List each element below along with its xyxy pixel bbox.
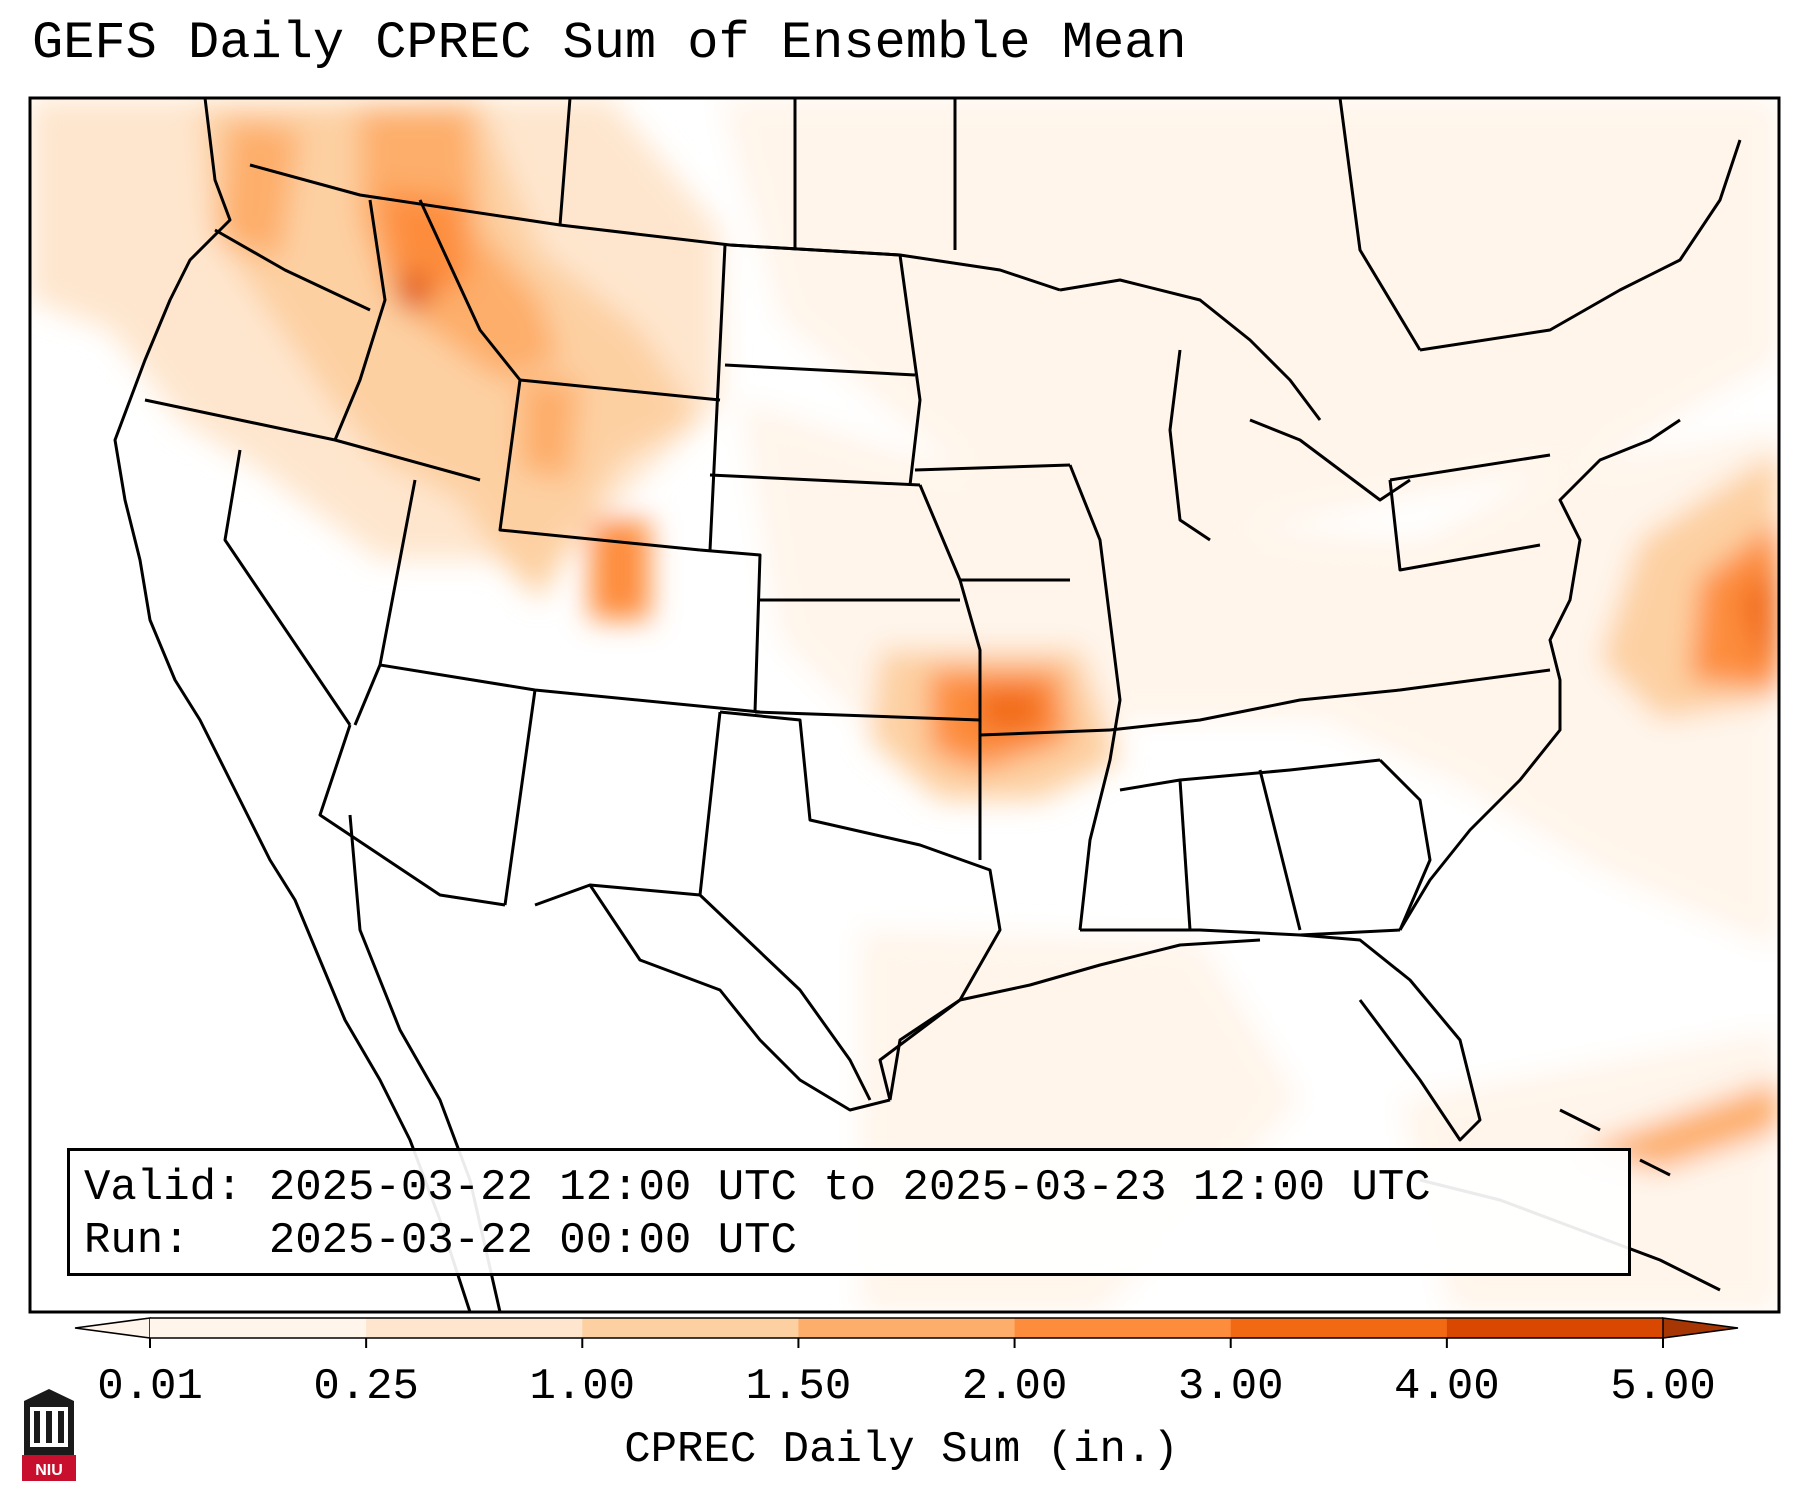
map-border xyxy=(28,96,1781,1314)
colorbar-tick-label: 0.25 xyxy=(313,1362,419,1412)
colorbar-label: CPREC Daily Sum (in.) xyxy=(624,1425,1179,1475)
colorbar-tick-label: 3.00 xyxy=(1177,1362,1284,1412)
colorbar-segment xyxy=(798,1318,1016,1338)
run-value: 2025-03-22 00:00 UTC xyxy=(268,1216,797,1266)
valid-value: 2025-03-22 12:00 UTC to 2025-03-23 12:00… xyxy=(268,1163,1431,1213)
colorbar-tick-label: 2.00 xyxy=(961,1362,1068,1412)
run-line: Run: 2025-03-22 00:00 UTC xyxy=(84,1219,797,1263)
map-title: GEFS Daily CPREC Sum of Ensemble Mean xyxy=(32,14,1187,73)
niu-logo: NIU xyxy=(22,1389,76,1481)
colorbar-tick-label: 4.00 xyxy=(1394,1362,1500,1412)
colorbar-tick-label: 5.00 xyxy=(1610,1362,1716,1412)
colorbar-segment xyxy=(1014,1318,1232,1338)
colorbar-tick-label: 0.01 xyxy=(97,1362,203,1412)
run-label: Run: xyxy=(84,1216,190,1266)
colorbar-segment xyxy=(150,1318,367,1338)
colorbar-extend-low xyxy=(74,1317,151,1339)
validity-info-box: Valid: 2025-03-22 12:00 UTC to 2025-03-2… xyxy=(67,1148,1631,1276)
precip-shading xyxy=(30,98,1779,1312)
valid-label: Valid: xyxy=(84,1163,243,1213)
valid-line: Valid: 2025-03-22 12:00 UTC to 2025-03-2… xyxy=(84,1166,1431,1210)
colorbar-extend-high xyxy=(1662,1317,1739,1339)
colorbar-segment xyxy=(1446,1318,1664,1338)
svg-text:NIU: NIU xyxy=(35,1462,63,1479)
colorbar-tick-label: 1.00 xyxy=(529,1362,636,1412)
colorbar-segment xyxy=(366,1318,583,1338)
colorbar-tick-label: 1.50 xyxy=(745,1362,852,1412)
colorbar-segment xyxy=(582,1318,799,1338)
colorbar-segment xyxy=(1230,1318,1448,1338)
state-boundaries xyxy=(113,98,1742,1312)
